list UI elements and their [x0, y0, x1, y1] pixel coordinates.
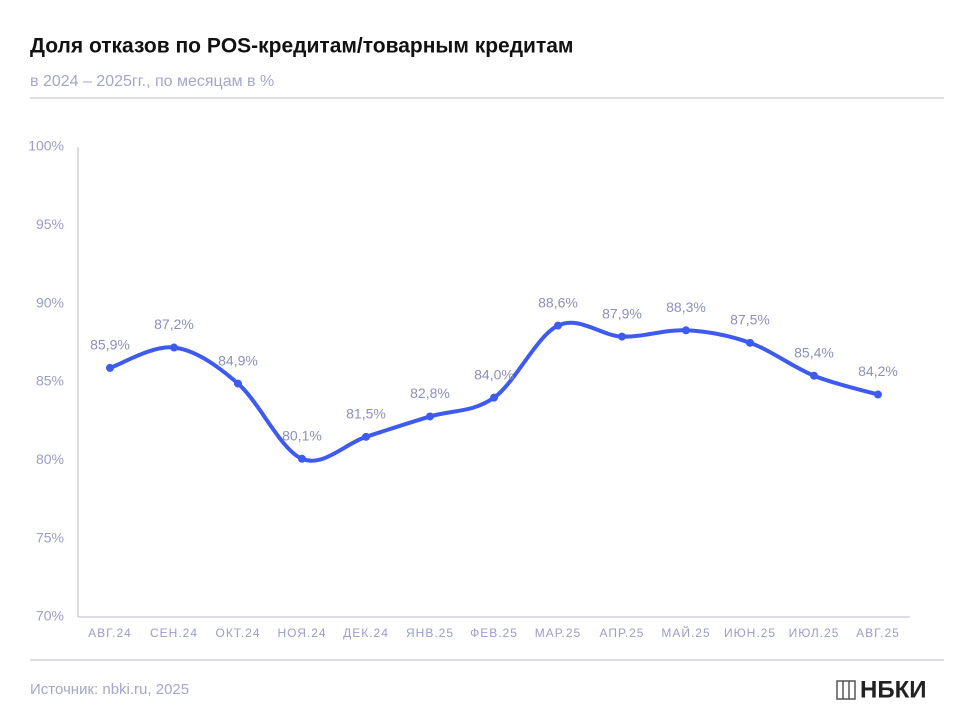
x-tick-label: ФЕВ.25 — [470, 626, 518, 640]
data-label: 85,9% — [90, 337, 130, 353]
point — [362, 432, 370, 441]
point — [234, 379, 242, 388]
data-label: 84,2% — [858, 363, 898, 379]
chart-title: Доля отказов по POS-кредитам/товарным кр… — [30, 35, 573, 58]
x-tick-label: ИЮЛ.25 — [789, 626, 840, 640]
source: Источник: nbki.ru, 2025 — [30, 681, 189, 698]
x-tick-label: СЕН.24 — [150, 626, 198, 640]
logo-icon — [836, 680, 856, 700]
x-tick-label: МАР.25 — [535, 626, 581, 640]
x-tick-label: АПР.25 — [600, 626, 645, 640]
y-tick-label: 95% — [36, 216, 64, 232]
point — [682, 326, 690, 335]
x-tick-label: ОКТ.24 — [215, 626, 260, 640]
x-tick-label: АВГ.24 — [88, 626, 132, 640]
point — [746, 338, 754, 347]
point — [426, 412, 434, 421]
x-tick-label: ИЮН.25 — [724, 626, 776, 640]
x-tick-label: АВГ.25 — [856, 626, 900, 640]
chart-subtitle: в 2024 – 2025гг., по месяцам в % — [30, 73, 274, 90]
point — [618, 332, 626, 341]
data-label: 88,3% — [666, 299, 706, 315]
point — [874, 390, 882, 399]
point — [490, 393, 498, 402]
line — [108, 320, 880, 463]
y-tick-label: 80% — [36, 451, 64, 467]
x-tick-label: ДЕК.24 — [343, 626, 389, 640]
y-tick-label: 70% — [36, 608, 64, 624]
x-tick-label: НОЯ.24 — [277, 626, 326, 640]
point — [170, 343, 178, 352]
y-tick-label: 90% — [36, 294, 64, 310]
data-label: 84,0% — [474, 366, 514, 382]
logo: НБКИ — [860, 676, 926, 703]
data-label: 81,5% — [346, 406, 386, 422]
data-label: 84,9% — [218, 352, 258, 368]
data-label: 88,6% — [538, 294, 578, 310]
data-label: 85,4% — [794, 344, 834, 360]
data-label: 87,9% — [602, 305, 642, 321]
data-label: 87,5% — [730, 312, 770, 328]
y-tick-label: 75% — [36, 529, 64, 545]
point — [298, 454, 306, 463]
y-tick-label: 85% — [36, 373, 64, 389]
data-label: 87,2% — [154, 316, 194, 332]
data-label: 80,1% — [282, 427, 322, 443]
x-tick-label: ЯНВ.25 — [406, 626, 454, 640]
point — [810, 371, 818, 380]
x-tick-label: МАЙ.25 — [661, 625, 710, 640]
point — [106, 363, 114, 372]
point — [554, 321, 562, 330]
data-label: 82,8% — [410, 385, 450, 401]
y-tick-label: 100% — [28, 138, 64, 154]
